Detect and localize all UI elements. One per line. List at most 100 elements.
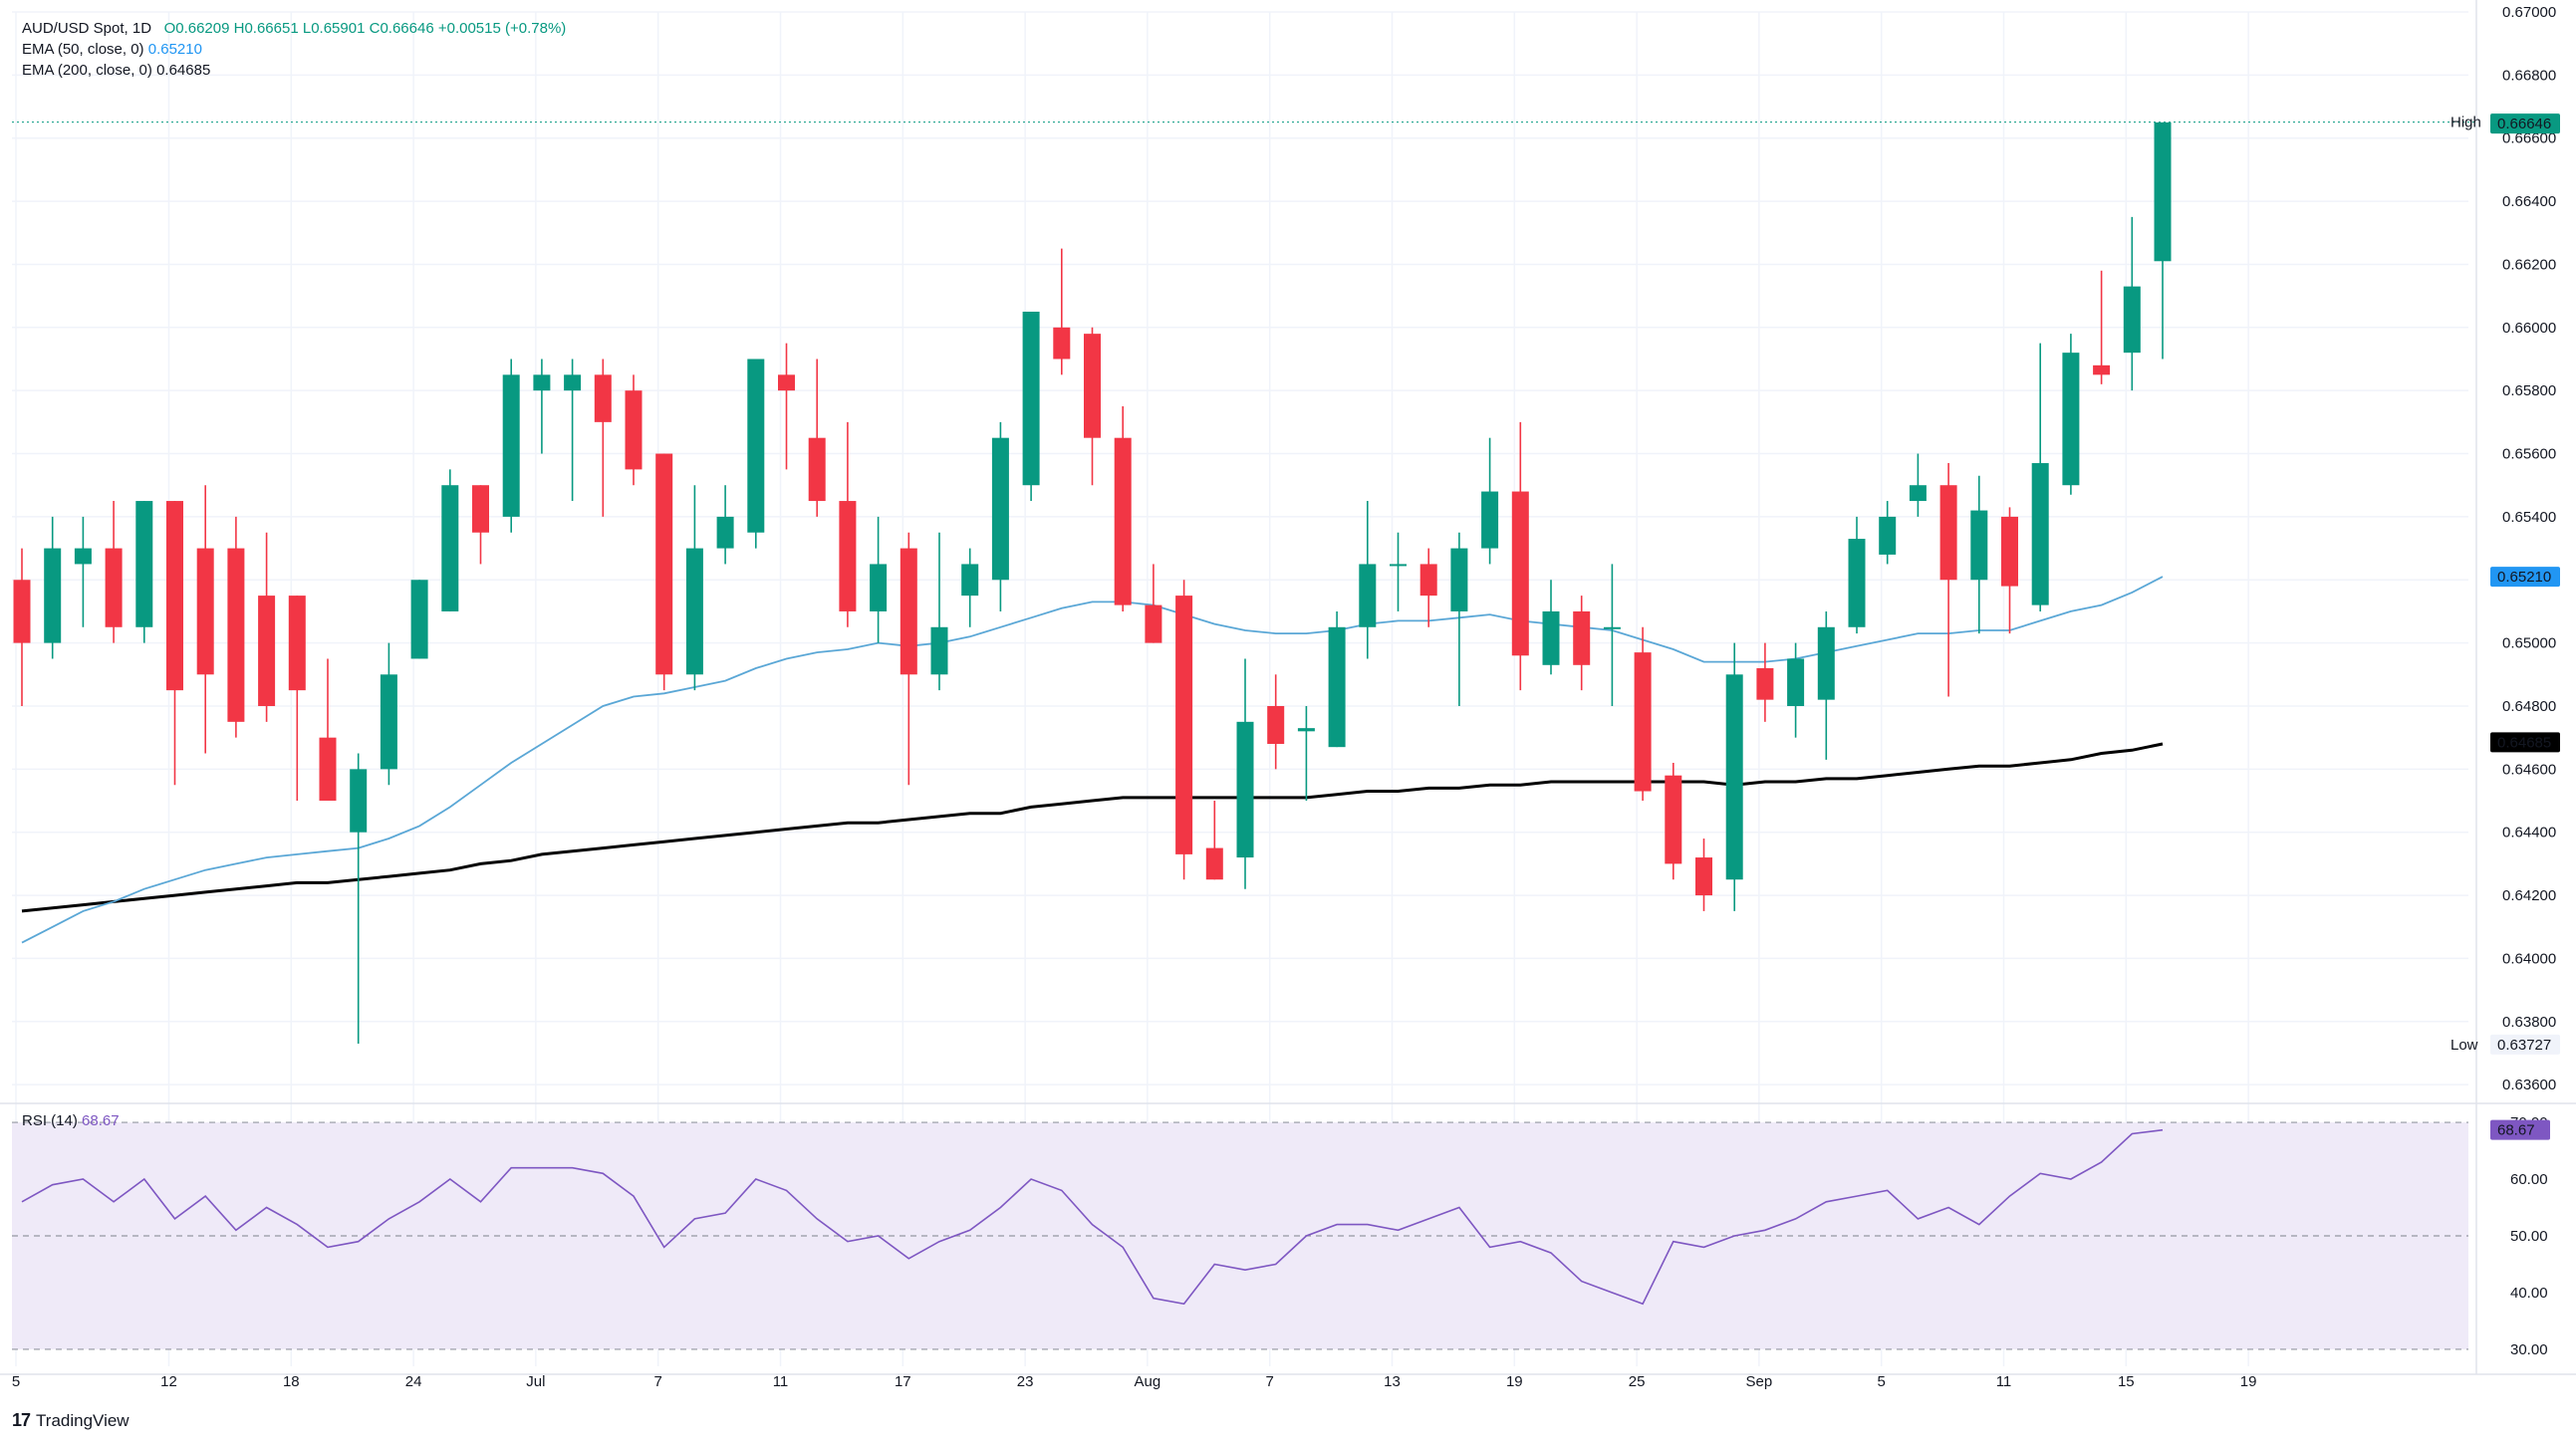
price-tick-label: 0.66400 bbox=[2502, 193, 2556, 210]
price-tick-label: 0.65000 bbox=[2502, 635, 2556, 652]
candle-body bbox=[1022, 311, 1040, 486]
candle-body bbox=[930, 626, 948, 675]
ema50-badge-bg bbox=[2490, 567, 2560, 588]
candle-body bbox=[441, 485, 459, 611]
last-price-badge-bg bbox=[2490, 114, 2560, 134]
price-tick-label: 0.64200 bbox=[2502, 887, 2556, 904]
candle-body bbox=[2123, 286, 2141, 354]
ema200-line bbox=[21, 742, 2164, 913]
candle-body bbox=[564, 374, 582, 391]
candle-body bbox=[166, 501, 183, 691]
candle-body bbox=[1695, 857, 1712, 896]
candle-body bbox=[1665, 775, 1682, 864]
open-value: O0.66209 bbox=[163, 20, 230, 37]
ema200-value: 0.64685 bbox=[156, 62, 211, 79]
candle-body bbox=[1297, 728, 1315, 732]
price-axis[interactable]: 0.67000 0.66800 0.66600 0.66400 0.66200 0.660… bbox=[2502, 4, 2556, 1093]
time-tick-label: 5 bbox=[12, 1373, 20, 1390]
candle-body bbox=[1573, 610, 1591, 665]
rsi-legend[interactable]: RSI (14) 68.67 bbox=[22, 1112, 120, 1129]
candle-body bbox=[655, 453, 673, 675]
rsi-tick-label: 50.00 bbox=[2510, 1228, 2548, 1245]
candle-body bbox=[778, 374, 795, 391]
candle-body bbox=[380, 674, 397, 770]
rsi-line bbox=[21, 1128, 2164, 1306]
candle-body bbox=[410, 580, 428, 659]
ema200-label: EMA (200, close, 0) bbox=[22, 62, 152, 79]
candle-body bbox=[1542, 610, 1560, 665]
candle-body bbox=[900, 548, 917, 675]
candle-body bbox=[716, 516, 734, 549]
candle-body bbox=[1909, 485, 1927, 502]
time-tick-label: Aug bbox=[1135, 1373, 1161, 1390]
ema200-row[interactable]: EMA (200, close, 0) 0.64685 bbox=[22, 60, 566, 81]
candle-body bbox=[1848, 539, 1866, 627]
low-badge-value: 0.63727 bbox=[2497, 1037, 2551, 1054]
candle-body bbox=[13, 580, 31, 643]
high-badge-label: High bbox=[2450, 115, 2481, 131]
rsi-label: RSI (14) bbox=[22, 1112, 78, 1129]
candle-body bbox=[685, 548, 703, 675]
candle-body bbox=[2031, 463, 2049, 605]
candle-body bbox=[1145, 604, 1162, 643]
candle-body bbox=[196, 548, 214, 675]
time-tick-label: 5 bbox=[1878, 1373, 1886, 1390]
last-price-badge-value: 0.66646 bbox=[2497, 116, 2551, 132]
low-value: L0.65901 bbox=[302, 20, 366, 37]
candle-body bbox=[502, 374, 520, 517]
ema200-badge-bg bbox=[2490, 732, 2560, 753]
candle-body bbox=[1787, 658, 1805, 706]
time-tick-label: 18 bbox=[283, 1373, 300, 1390]
candle-body bbox=[2001, 516, 2018, 587]
time-axis[interactable]: 5 12 18 24 Jul 7 11 17 23 Aug 7 13 19 25 Sep 5 11 15 19 bbox=[12, 1373, 2257, 1390]
rsi-tick-label: 40.00 bbox=[2510, 1285, 2548, 1302]
time-tick-label: 15 bbox=[2118, 1373, 2135, 1390]
price-tick-label: 0.66800 bbox=[2502, 67, 2556, 84]
candle-body bbox=[1603, 626, 1621, 629]
price-tick-label: 0.65600 bbox=[2502, 446, 2556, 463]
time-tick-label: 25 bbox=[1629, 1373, 1646, 1390]
candle-body bbox=[1634, 652, 1652, 792]
rsi-levels bbox=[12, 1121, 2468, 1350]
price-tick-label: 0.64000 bbox=[2502, 950, 2556, 967]
time-tick-label: 11 bbox=[773, 1373, 789, 1390]
time-tick-label: 7 bbox=[1266, 1373, 1274, 1390]
candles bbox=[13, 121, 2172, 1044]
time-tick-label: 24 bbox=[405, 1373, 422, 1390]
candle-body bbox=[1939, 485, 1957, 581]
candle-body bbox=[533, 374, 551, 391]
low-badge-label: Low bbox=[2450, 1037, 2478, 1054]
candle-body bbox=[870, 564, 888, 611]
candle-body bbox=[1419, 564, 1437, 597]
ema50-row[interactable]: EMA (50, close, 0) 0.65210 bbox=[22, 39, 566, 60]
candle-body bbox=[1328, 626, 1346, 748]
candle-body bbox=[1756, 667, 1774, 700]
price-tick-label: 0.65800 bbox=[2502, 382, 2556, 399]
ema50-label: EMA (50, close, 0) bbox=[22, 41, 144, 58]
candle-body bbox=[747, 359, 765, 533]
candle-body bbox=[1359, 564, 1377, 627]
candle-body bbox=[1970, 510, 1988, 581]
candle-body bbox=[839, 501, 857, 611]
ohlc-row: AUD/USD Spot, 1D O0.66209 H0.66651 L0.65… bbox=[22, 18, 566, 39]
candle-body bbox=[1205, 847, 1223, 880]
tradingview-logo-icon: 17 bbox=[12, 1410, 31, 1430]
time-tick-label: 19 bbox=[1506, 1373, 1523, 1390]
candle-body bbox=[594, 374, 612, 422]
candle-body bbox=[2062, 353, 2080, 486]
price-tick-label: 0.64400 bbox=[2502, 825, 2556, 841]
low-badge-bg bbox=[2490, 1034, 2560, 1055]
price-tick-label: 0.63800 bbox=[2502, 1014, 2556, 1031]
symbol-label[interactable]: AUD/USD Spot, 1D bbox=[22, 20, 152, 37]
price-tick-label: 0.64600 bbox=[2502, 761, 2556, 778]
tradingview-brand[interactable]: 17 TradingView bbox=[12, 1410, 129, 1431]
candle-body bbox=[961, 564, 979, 597]
time-tick-label: 11 bbox=[1996, 1373, 2012, 1390]
price-badges: High0.666510.666460.652100.64685Low0.637… bbox=[2450, 112, 2560, 1140]
candle-body bbox=[1450, 548, 1468, 611]
candle-body bbox=[991, 437, 1009, 581]
candle-body bbox=[1175, 596, 1193, 854]
price-tick-label: 0.64800 bbox=[2502, 698, 2556, 715]
